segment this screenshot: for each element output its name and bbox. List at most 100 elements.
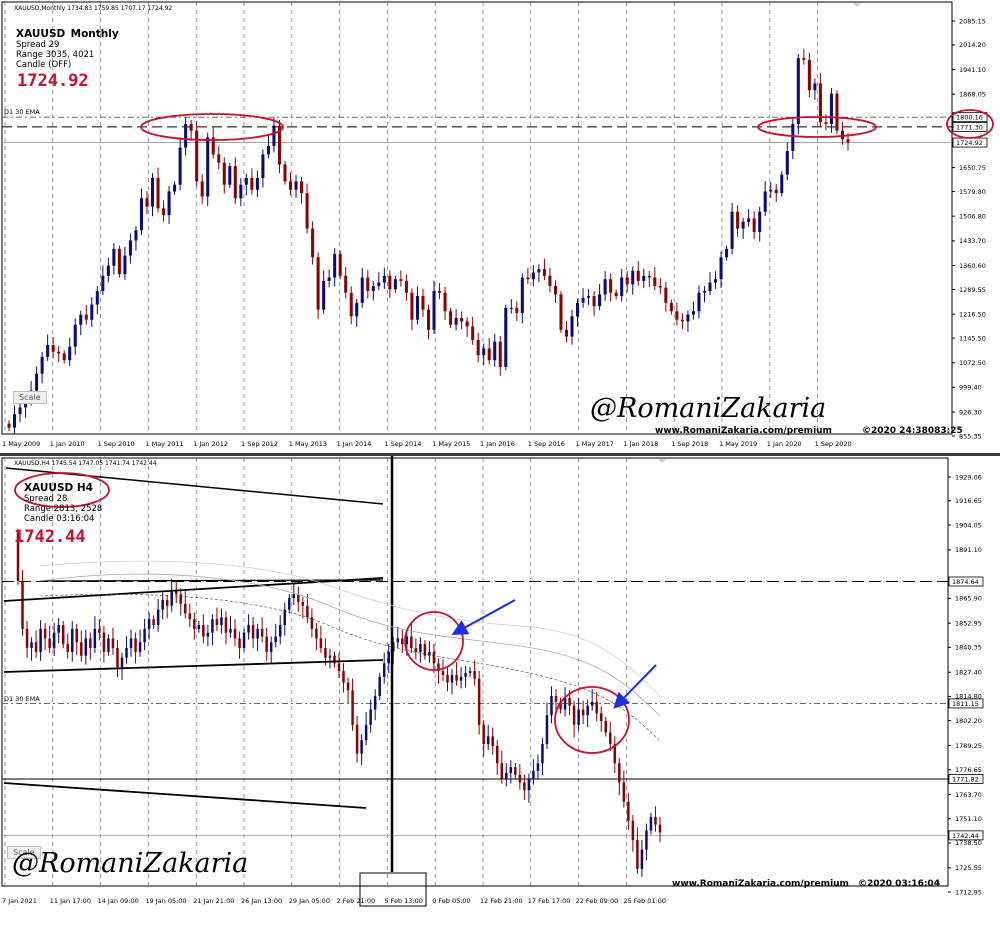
candle-body — [486, 736, 490, 745]
plot-frame — [1, 457, 949, 887]
spread-text: Spread 28 — [24, 494, 68, 504]
candle-body — [813, 83, 817, 91]
candle-body — [18, 407, 22, 415]
candle-text: Candle (OFF) — [16, 60, 72, 70]
y-tick-label: 1891.10 — [955, 546, 982, 554]
y-tick-label: 1738.50 — [955, 839, 982, 847]
y-tick-label: 2014.20 — [959, 41, 986, 49]
candle-body — [443, 292, 447, 312]
y-tick-label: 926.30 — [959, 408, 982, 416]
candle-body — [283, 609, 286, 625]
candle-body — [247, 624, 250, 633]
watermark: @RomaniZakaria — [12, 848, 249, 879]
x-tick-label: 1 Jan 2012 — [193, 440, 228, 448]
candle-body — [647, 275, 651, 278]
monthly-chart[interactable]: 1 May 2009 1 Jan 2010 1 Sep 2010 1 May 2011… — [0, 0, 1000, 454]
candle-body — [388, 275, 392, 290]
candle-body — [686, 314, 690, 322]
candle-body — [796, 58, 800, 124]
candle-body — [256, 628, 259, 639]
candle-body — [369, 709, 372, 725]
y-tick-label: 1216.50 — [959, 310, 986, 318]
candle-body — [266, 145, 270, 155]
price-box-label: 1742.44 — [952, 832, 979, 840]
candle-body — [162, 208, 166, 216]
candle-body — [373, 696, 377, 710]
candle-body — [550, 696, 553, 716]
candle-body — [93, 628, 97, 649]
candle-body — [30, 642, 33, 649]
scale-button[interactable]: Scale — [13, 391, 47, 404]
price-box-label: 1874.64 — [952, 578, 979, 586]
candle-body — [90, 304, 94, 320]
highlight-circle — [404, 611, 464, 671]
candle-body — [414, 648, 418, 652]
candle-body — [476, 339, 480, 356]
candle-body — [526, 277, 530, 280]
candle-body — [229, 628, 232, 633]
ema-band — [39, 594, 661, 742]
x-tick-label: 25 Feb 01:00 — [623, 897, 666, 905]
candle-body — [548, 275, 552, 286]
candle-body — [559, 294, 563, 330]
scale-button[interactable]: Scale — [7, 846, 41, 859]
candle-body — [84, 314, 88, 320]
candle-body — [179, 594, 183, 604]
y-tick-label: 855.35 — [959, 432, 982, 440]
candle-body — [758, 211, 762, 232]
candle-body — [89, 638, 92, 649]
candle-body — [71, 628, 74, 652]
y-tick-label: 1802.20 — [955, 717, 982, 725]
candle-body — [351, 690, 354, 725]
candle-body — [664, 287, 668, 303]
ema-label: D1 30 EMA — [4, 108, 40, 116]
h4-chart-pane[interactable]: 7 Jan 2021 11 Jan 17:00 14 Jan 09:00 19 Jan… — [0, 456, 1000, 939]
candle-body — [34, 642, 38, 652]
plot-frame — [1, 1, 953, 435]
monthly-chart-pane[interactable]: 1 May 2009 1 Jan 2010 1 Sep 2010 1 May 2011… — [0, 0, 1000, 454]
y-tick-label: 2085.15 — [959, 17, 986, 25]
candle-body — [829, 93, 833, 124]
pane-separator[interactable] — [0, 453, 1000, 456]
x-tick-label: 7 Jan 2021 — [2, 897, 37, 905]
candle-body — [174, 590, 178, 595]
candle-body — [274, 636, 277, 643]
footer-site: www.RomaniZakaria.com/premium — [672, 879, 849, 889]
candle-body — [197, 624, 201, 629]
candle-body — [80, 642, 83, 656]
y-tick-label: 1789.25 — [955, 742, 982, 750]
candle-body — [215, 619, 219, 625]
y-tick-label: 1941.10 — [959, 66, 986, 74]
x-tick-label: 1 Jan 2018 — [623, 440, 658, 448]
candle-body — [432, 291, 436, 330]
candle-body — [48, 638, 51, 649]
candle-body — [487, 348, 491, 361]
h4-chart[interactable]: 7 Jan 2021 11 Jan 17:00 14 Jan 09:00 19 Jan… — [0, 456, 1000, 939]
candle-body — [52, 632, 56, 649]
candle-body — [577, 709, 580, 725]
highlight-ellipse-right — [757, 116, 877, 138]
y-tick-label: 1712.95 — [955, 888, 982, 896]
candle-body — [736, 211, 740, 229]
candle-body — [337, 663, 341, 672]
candle-body — [747, 218, 751, 222]
range-text: Range 2813, 2528 — [24, 504, 103, 514]
candle-body — [791, 123, 795, 151]
candle-body — [68, 346, 72, 361]
x-tick-label: 29 Jan 05:00 — [289, 897, 330, 905]
y-tick-label: 1506.80 — [959, 212, 986, 220]
candle-body — [75, 628, 79, 643]
candle-body — [446, 674, 449, 683]
scroll-marker — [658, 459, 666, 463]
candle-body — [505, 772, 508, 779]
candle-body — [426, 309, 431, 330]
candle-body — [217, 154, 221, 163]
candle-body — [515, 307, 519, 313]
candle-body — [702, 291, 707, 293]
candle-body — [228, 166, 232, 185]
candle-body — [454, 318, 458, 325]
candle-body — [741, 221, 745, 229]
candle-body — [846, 139, 850, 143]
y-tick-label: 1868.05 — [959, 91, 986, 99]
candle-body — [640, 849, 644, 869]
